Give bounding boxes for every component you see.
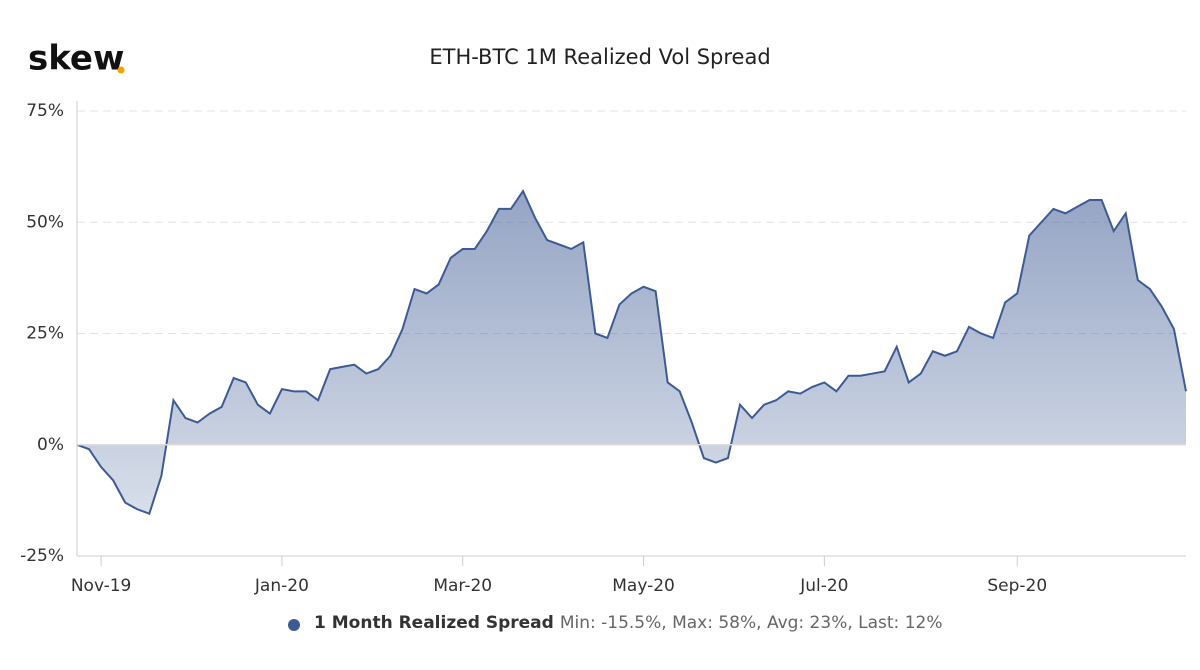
area [77, 191, 1186, 514]
y-tick-label: -25% [20, 546, 64, 566]
line [76, 189, 1187, 516]
y-tick-label: 25% [26, 324, 64, 344]
x-tick-label: May-20 [612, 576, 675, 596]
legend-label: 1 Month Realized Spread [314, 613, 554, 633]
x-tick-label: Sep-20 [987, 576, 1047, 596]
x-tick-label: Nov-19 [71, 576, 132, 596]
x-tick-label: Jan-20 [254, 576, 309, 596]
y-tick-label: 75% [26, 101, 64, 121]
y-tick-label: 50% [26, 212, 64, 232]
chart-title: ETH-BTC 1M Realized Vol Spread [429, 45, 770, 69]
y-tick-label: 0% [37, 435, 64, 455]
logo: skew [28, 39, 124, 79]
plot: -25% 0% 25% 50% 75% Nov-19 Jan-20 Mar-20 May-20 J… [20, 101, 1187, 596]
x-tick-label: Mar-20 [433, 576, 492, 596]
legend-marker [288, 619, 300, 631]
legend-stats: Min: -15.5%, Max: 58%, Avg: 23%, Last: 1… [560, 613, 943, 633]
logo-dot [117, 66, 125, 74]
x-tick-label: Jul-20 [799, 576, 848, 596]
